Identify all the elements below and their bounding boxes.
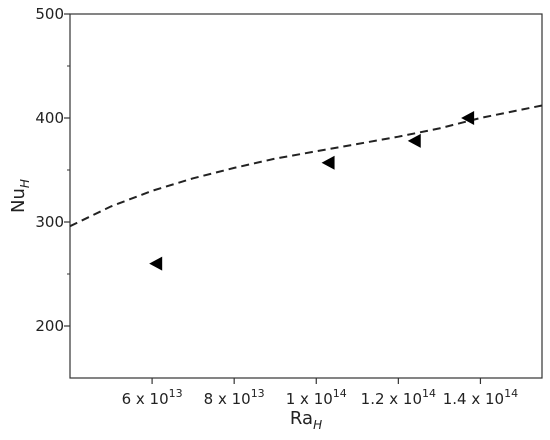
data-point-triangle bbox=[461, 111, 475, 125]
x-tick-label: 6 x 1013 bbox=[122, 387, 183, 408]
y-tick-label: 200 bbox=[35, 317, 64, 335]
y-tick-label: 500 bbox=[35, 5, 64, 23]
data-point-triangle bbox=[321, 155, 335, 170]
fit-curve-layer bbox=[69, 104, 543, 228]
fit-curve bbox=[69, 104, 543, 228]
y-tick-label: 300 bbox=[35, 213, 64, 231]
y-tick-label: 400 bbox=[35, 109, 64, 127]
data-points-layer bbox=[149, 111, 475, 271]
x-tick-label: 1.4 x 1014 bbox=[443, 387, 518, 408]
y-axis-ticks: 200 300 400 500 bbox=[35, 5, 70, 335]
plot-frame bbox=[69, 13, 543, 379]
x-tick-label: 1.2 x 1014 bbox=[361, 387, 436, 408]
x-tick-label: 8 x 1013 bbox=[204, 387, 265, 408]
x-axis-ticks: 6 x 1013 8 x 1013 1 x 1014 1.2 x 1014 1.4 x … bbox=[122, 378, 518, 408]
data-point-triangle bbox=[407, 133, 421, 148]
x-axis-title: RaH bbox=[290, 408, 322, 432]
y-axis-title: NuH bbox=[8, 179, 32, 213]
data-point-triangle bbox=[149, 256, 163, 271]
x-tick-label: 1 x 1014 bbox=[286, 387, 347, 408]
